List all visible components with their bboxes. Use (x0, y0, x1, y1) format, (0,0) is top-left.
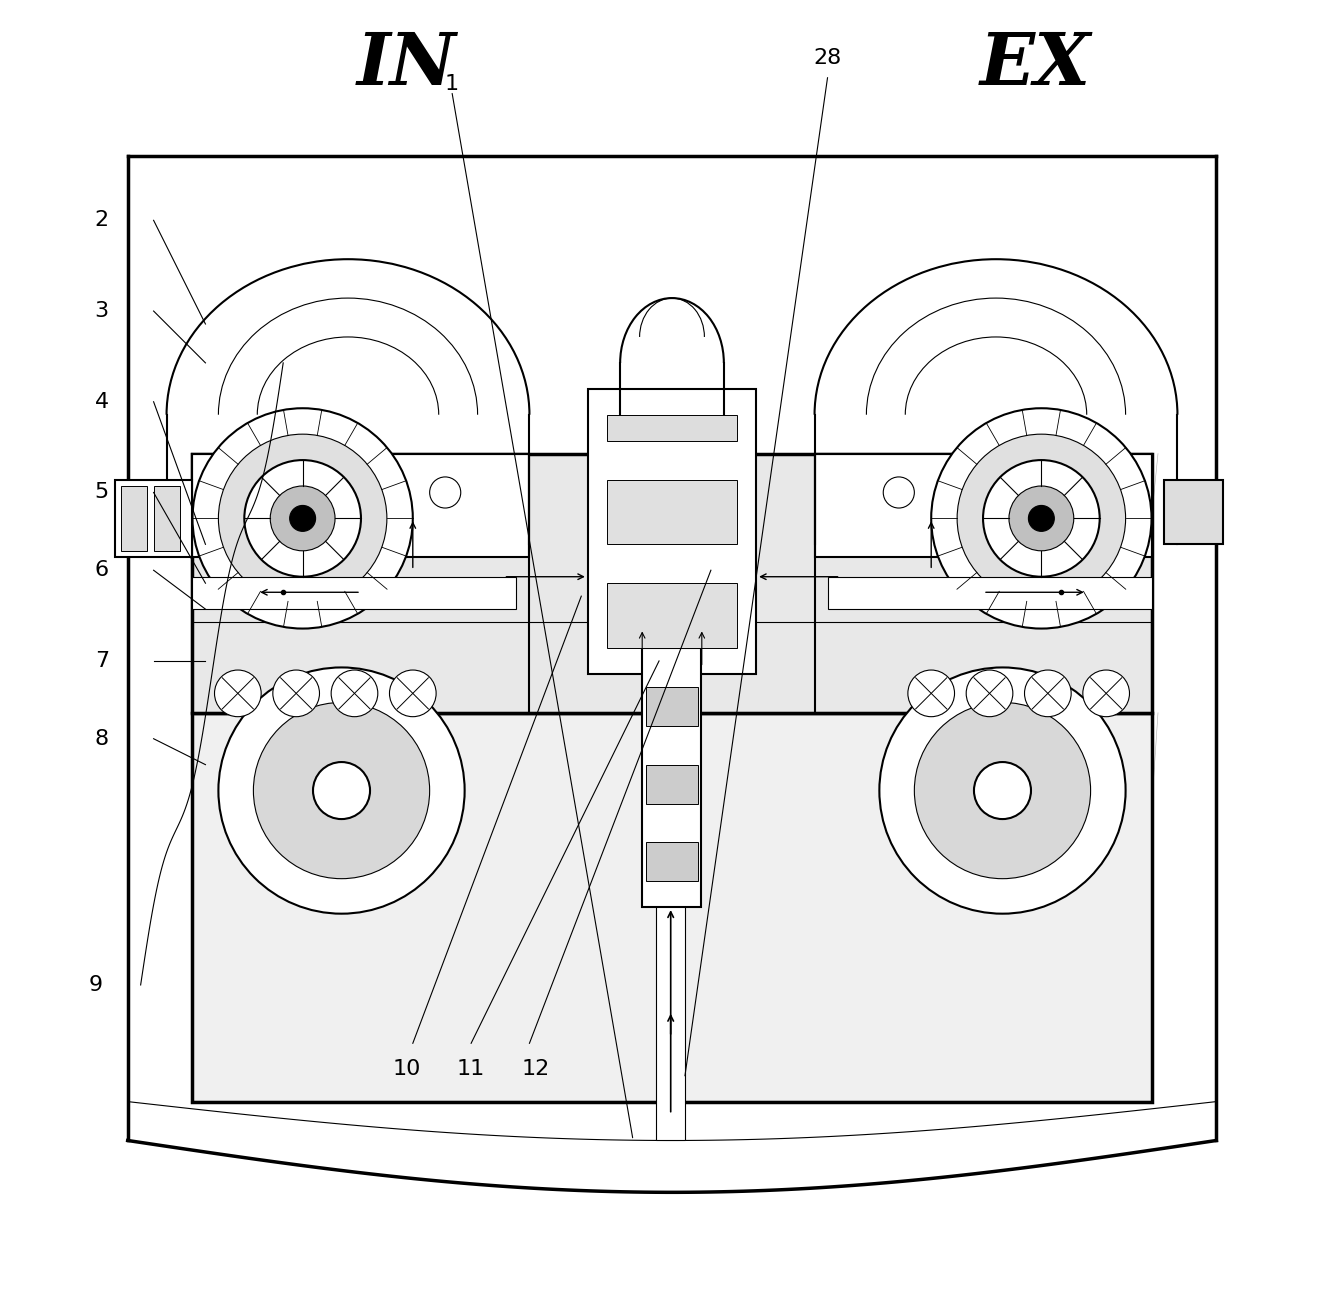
Bar (192, 454, 530, 557)
Circle shape (192, 408, 413, 629)
Bar (192, 713, 1152, 1102)
Text: 8: 8 (94, 728, 109, 749)
Circle shape (273, 670, 320, 717)
Bar (656, 881, 685, 1140)
Circle shape (270, 486, 335, 551)
Circle shape (879, 667, 1125, 914)
Bar (114, 480, 192, 557)
Circle shape (907, 670, 954, 717)
Text: EX: EX (980, 30, 1090, 100)
Bar (153, 486, 180, 551)
Circle shape (957, 434, 1125, 603)
Text: 10: 10 (392, 1059, 421, 1080)
Text: 6: 6 (94, 560, 109, 581)
Bar (607, 583, 737, 648)
Text: IN: IN (356, 30, 456, 100)
Circle shape (931, 408, 1152, 629)
Circle shape (1009, 486, 1074, 551)
Circle shape (1024, 670, 1071, 717)
Bar (587, 389, 757, 674)
Circle shape (215, 670, 261, 717)
Circle shape (218, 434, 387, 603)
Text: 28: 28 (813, 48, 841, 69)
Text: 9: 9 (89, 975, 102, 995)
Bar (192, 577, 516, 609)
Text: 7: 7 (94, 651, 109, 671)
Bar (121, 486, 146, 551)
Bar (828, 577, 1152, 609)
Text: 2: 2 (94, 210, 109, 231)
Text: 12: 12 (521, 1059, 550, 1080)
Text: 4: 4 (94, 391, 109, 412)
Circle shape (430, 477, 461, 508)
Circle shape (883, 477, 914, 508)
Bar (642, 648, 700, 907)
Circle shape (966, 670, 1013, 717)
Bar (814, 454, 1152, 557)
Bar (607, 480, 737, 544)
Text: 11: 11 (457, 1059, 485, 1080)
Circle shape (982, 460, 1099, 577)
Circle shape (1083, 670, 1129, 717)
Circle shape (254, 702, 430, 879)
Circle shape (331, 670, 378, 717)
Text: 3: 3 (94, 301, 109, 321)
Circle shape (974, 762, 1031, 819)
Bar (646, 765, 698, 804)
Bar (607, 415, 737, 441)
Bar (646, 687, 698, 726)
Circle shape (313, 762, 370, 819)
Text: 5: 5 (94, 482, 109, 503)
Bar (1164, 480, 1223, 544)
Bar (646, 842, 698, 881)
Circle shape (390, 670, 435, 717)
Circle shape (914, 702, 1090, 879)
Circle shape (1028, 505, 1054, 531)
Circle shape (218, 667, 465, 914)
Bar (192, 454, 1152, 713)
Text: 1: 1 (445, 74, 458, 95)
Circle shape (245, 460, 362, 577)
Circle shape (290, 505, 316, 531)
